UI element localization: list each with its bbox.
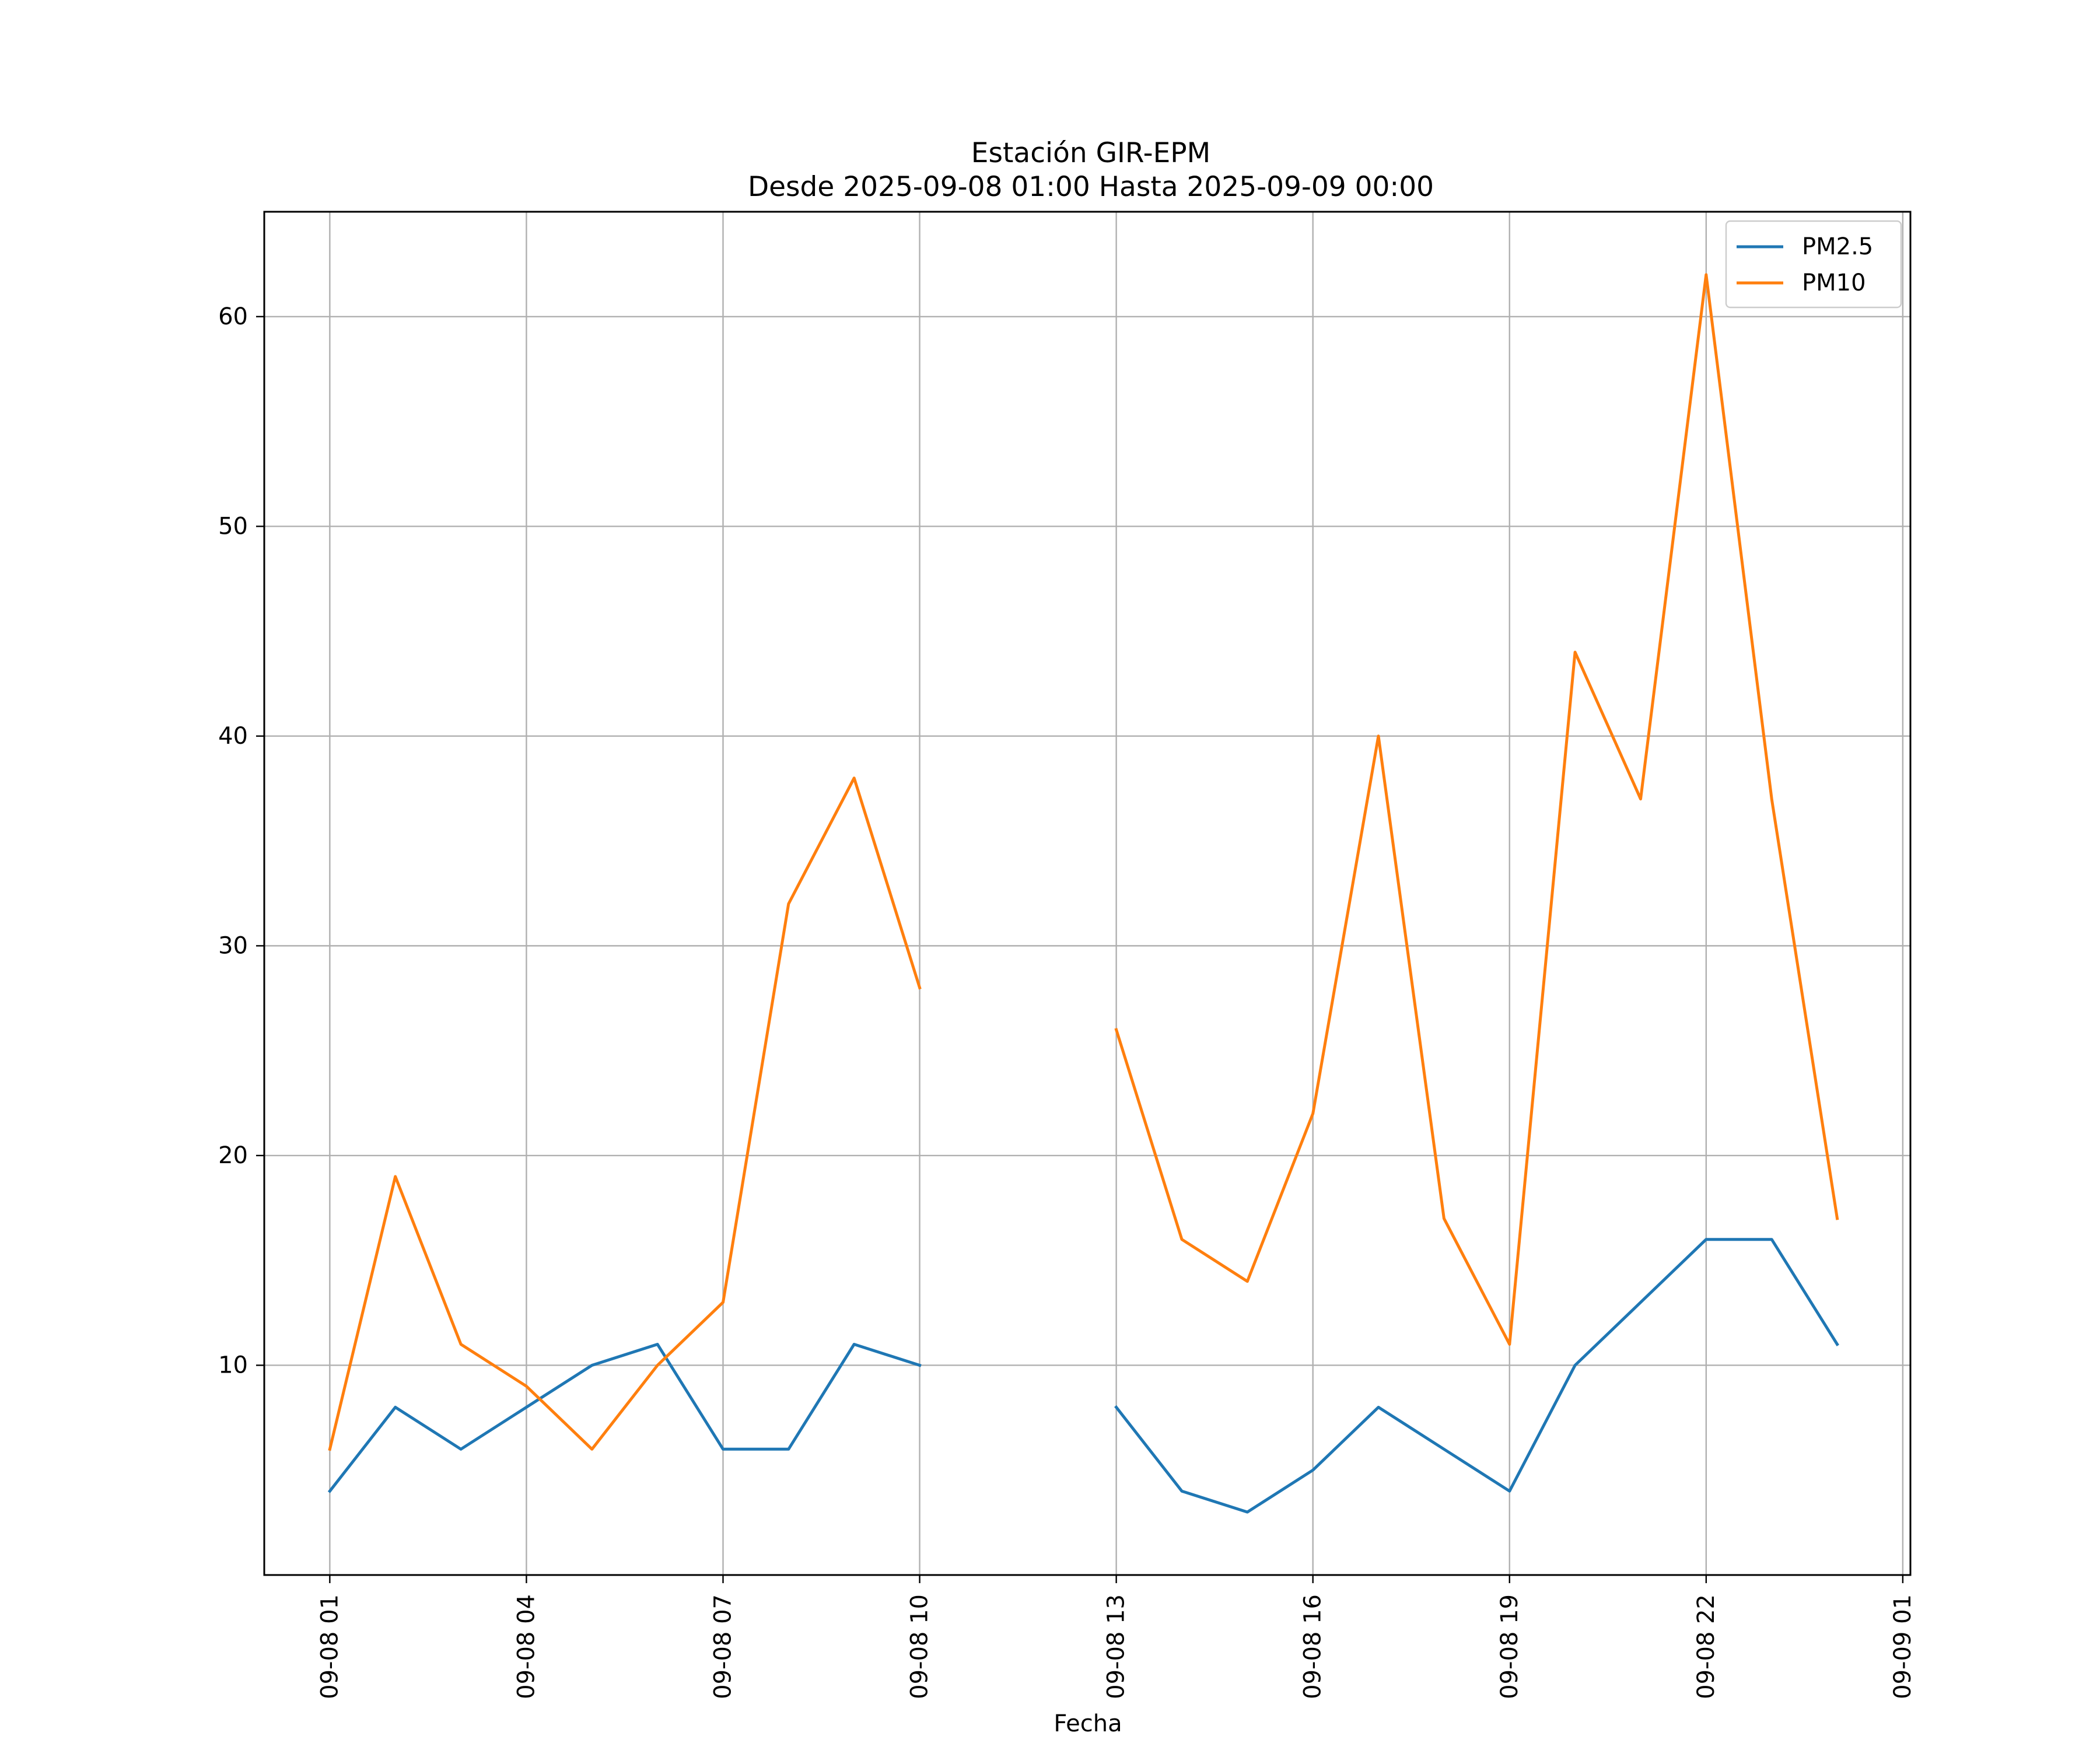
x-tick-label: 09-09 01 <box>1889 1594 1916 1699</box>
y-tick-label: 10 <box>218 1352 248 1378</box>
y-tick-label: 20 <box>218 1142 248 1169</box>
series-lines <box>327 273 1839 1514</box>
series-line-pm2-5 <box>327 1343 922 1493</box>
series-line-pm2-5 <box>1114 1238 1839 1514</box>
x-tick-label: 09-08 04 <box>513 1594 540 1699</box>
grid-lines <box>264 212 1910 1575</box>
y-tick-label: 40 <box>218 723 248 750</box>
x-tick-label: 09-08 22 <box>1693 1594 1720 1699</box>
legend-label: PM2.5 <box>1802 233 1873 260</box>
x-tick-label: 09-08 10 <box>907 1594 933 1699</box>
x-tick-label: 09-08 19 <box>1496 1594 1523 1699</box>
series-line-pm10 <box>328 776 922 1451</box>
x-tick-label: 09-08 13 <box>1103 1594 1130 1699</box>
legend: PM2.5 PM10 <box>1725 220 1902 309</box>
axis-ticks: 09-08 01 09-08 04 09-08 07 09-08 10 09-08 13… <box>218 303 1916 1699</box>
y-tick-label: 30 <box>218 932 248 959</box>
plot-area-frame <box>263 211 1912 1576</box>
legend-box <box>1725 220 1902 309</box>
legend-label: PM10 <box>1802 270 1866 296</box>
y-tick-label: 60 <box>218 303 248 330</box>
series-line-pm10 <box>1114 273 1839 1346</box>
chart-subtitle: Desde 2025-09-08 01:00 Hasta 2025-09-09 … <box>748 171 1434 203</box>
chart-title: Estación GIR-EPM <box>971 137 1210 169</box>
x-tick-label: 09-08 07 <box>709 1594 736 1699</box>
x-axis-label: Fecha <box>1054 1710 1122 1737</box>
x-tick-label: 09-08 16 <box>1300 1594 1326 1699</box>
y-tick-label: 50 <box>218 513 248 540</box>
x-tick-label: 09-08 01 <box>316 1594 343 1699</box>
